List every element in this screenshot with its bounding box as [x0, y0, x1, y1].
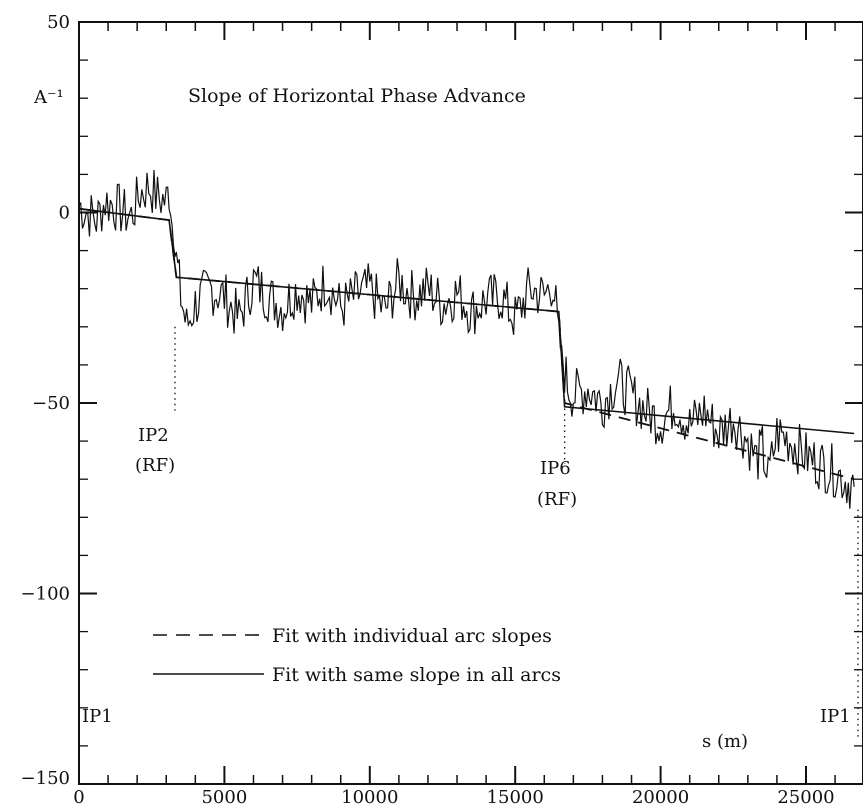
x-tick-label: 15000: [487, 787, 544, 806]
legend: Fit with individual arc slopes Fit with …: [153, 625, 561, 686]
x-tick-label: 20000: [632, 787, 689, 806]
x-tick-label: 0: [73, 787, 84, 806]
chart-title: Slope of Horizontal Phase Advance: [188, 85, 526, 107]
x-tick-label: 25000: [777, 787, 834, 806]
axis-ticks: [78, 21, 863, 785]
annotations-layer: IP2 (RF) IP6 (RF) IP1 IP1: [82, 326, 859, 739]
series-fit-same-line: [78, 207, 855, 435]
axis-tick-labels: 0 5000 10000 15000 20000 25000 50 0 −50 −100 −150: [21, 12, 835, 806]
ip2-label: IP2: [138, 425, 169, 446]
y-tick-label: 0: [59, 203, 70, 224]
y-tick-label: −50: [32, 393, 70, 414]
y-axis-label: A⁻¹: [33, 87, 64, 108]
y-tick-label: −100: [21, 584, 70, 605]
legend-label-dashed: Fit with individual arc slopes: [272, 625, 552, 647]
x-tick-label: 5000: [201, 787, 247, 806]
y-tick-label: −150: [21, 768, 70, 789]
y-tick-label: 50: [47, 12, 70, 33]
x-axis-label: s (m): [702, 731, 748, 752]
ip6-sublabel: (RF): [537, 489, 577, 510]
ip1-left-label: IP1: [82, 706, 113, 727]
legend-label-solid: Fit with same slope in all arcs: [272, 664, 561, 686]
ip1-right-label: IP1: [820, 706, 851, 727]
ip6-label: IP6: [540, 458, 571, 479]
ip2-sublabel: (RF): [135, 455, 175, 476]
series-measured-line: [78, 169, 855, 509]
x-tick-label: 10000: [341, 787, 398, 806]
series-layer: [78, 169, 855, 509]
